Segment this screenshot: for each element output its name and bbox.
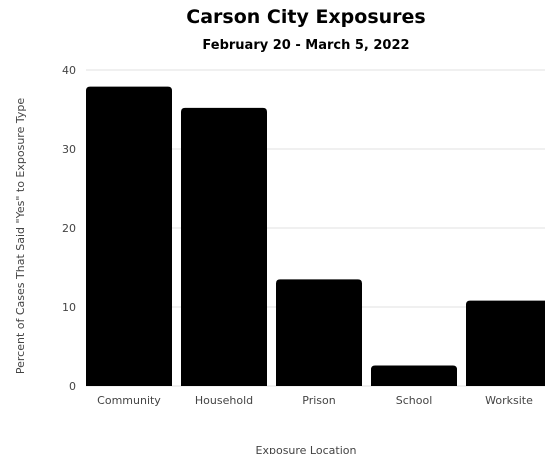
bar-worksite — [466, 300, 545, 386]
y-tick-label: 20 — [62, 222, 76, 235]
x-tick-label: Household — [195, 394, 253, 407]
bar-community — [86, 86, 172, 386]
x-tick-label: Community — [97, 394, 161, 407]
y-tick-label: 30 — [62, 143, 76, 156]
bar-household — [181, 107, 267, 387]
x-axis-ticks: Community Household Prison School Worksite — [97, 394, 533, 407]
y-tick-label: 0 — [69, 380, 76, 393]
bars — [86, 86, 545, 387]
x-tick-label: Worksite — [485, 394, 533, 407]
x-tick-label: Prison — [302, 394, 335, 407]
bar-school — [371, 365, 457, 386]
y-axis-label: Percent of Cases That Said "Yes" to Expo… — [14, 98, 27, 374]
chart-title: Carson City Exposures — [186, 6, 426, 28]
chart-subtitle: February 20 - March 5, 2022 — [202, 38, 410, 53]
x-tick-label: School — [396, 394, 433, 407]
x-axis-label: Exposure Location — [256, 444, 357, 454]
bar-prison — [276, 279, 362, 386]
y-axis-ticks: 0 10 20 30 40 — [62, 64, 76, 393]
y-tick-label: 10 — [62, 301, 76, 314]
y-tick-label: 40 — [62, 64, 76, 77]
